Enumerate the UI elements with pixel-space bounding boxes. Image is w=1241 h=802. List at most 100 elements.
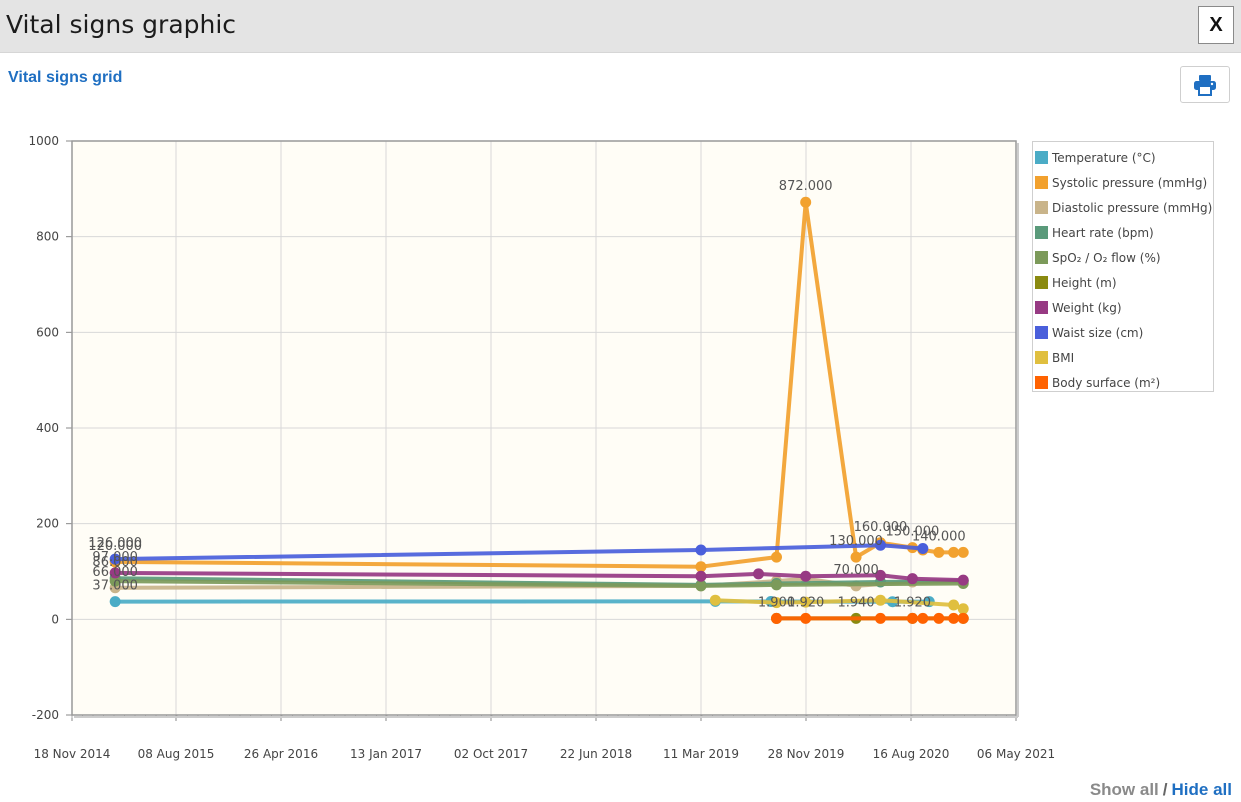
legend-item[interactable]: Heart rate (bpm) [1035,220,1213,245]
legend-label: Waist size (cm) [1052,325,1144,340]
legend-item[interactable]: SpO₂ / O₂ flow (%) [1035,245,1213,270]
footer-toggles: Show all / Hide all [1090,780,1232,800]
x-tick-label: 26 Apr 2016 [244,747,318,761]
close-button[interactable]: X [1198,6,1234,44]
data-point [771,597,783,609]
legend-swatch [1035,276,1048,289]
print-button[interactable] [1180,66,1230,103]
data-point [800,570,812,582]
vital-signs-grid-link[interactable]: Vital signs grid [8,69,123,86]
data-labels: 872.000 120.000126.00097.00086.00066.0003… [88,179,965,610]
data-label: 140.000 [912,529,966,544]
data-label: 120.000 [88,539,142,554]
x-tick-label: 22 Jun 2018 [560,747,632,761]
plot-frame [71,140,1017,716]
data-point [957,546,969,558]
data-point [850,551,862,563]
y-tick-label: 200 [36,517,59,531]
data-point [109,553,121,565]
x-tick-label: 08 Aug 2015 [138,747,215,761]
data-label: 37.000 [92,579,138,594]
data-point [709,594,721,606]
data-point [800,196,812,208]
x-tick-label: 28 Nov 2019 [768,747,845,761]
data-point [109,596,121,608]
y-tick-label: 1000 [28,134,59,148]
legend-item[interactable]: Body surface (m²) [1035,370,1213,395]
data-point [874,539,886,551]
data-label: 872.000 [779,179,833,194]
legend-item[interactable]: Height (m) [1035,270,1213,295]
legend-label: Temperature (°C) [1052,150,1156,165]
legend-swatch [1035,176,1048,189]
printer-icon [1194,74,1216,96]
data-point [874,569,886,581]
data-label: 97.000 [92,550,138,565]
legend-item[interactable]: Weight (kg) [1035,295,1213,320]
data-label: 126.000 [88,536,142,551]
x-tick-label: 02 Oct 2017 [454,747,528,761]
data-label: 66.000 [92,565,138,580]
data-point [917,543,929,555]
legend-label: Diastolic pressure (mmHg) [1052,200,1213,215]
data-label: 130.000 [829,534,883,549]
data-point [948,612,960,624]
data-point [906,573,918,585]
series-line [115,543,923,562]
data-point [695,561,707,573]
data-label: 70.000 [833,563,879,578]
legend-item[interactable]: Diastolic pressure (mmHg) [1035,195,1213,220]
data-label: 1.920 [894,595,931,610]
series-6 [109,567,969,586]
data-point [800,612,812,624]
data-point [109,575,121,587]
data-point [906,612,918,624]
data-label: 86.000 [92,555,138,570]
series-9 [771,612,969,624]
window-titlebar: Vital signs graphic X [0,0,1241,53]
data-point [695,570,707,582]
data-point [917,612,929,624]
data-label: 150.000 [886,525,940,540]
y-tick-label: 600 [36,325,59,339]
data-point [771,551,783,563]
legend-swatch [1035,151,1048,164]
separator: / [1162,780,1168,799]
data-label: 1.900 [758,595,795,610]
legend-item[interactable]: Temperature (°C) [1035,145,1213,170]
legend-swatch [1035,201,1048,214]
data-point [874,612,886,624]
hide-all-link[interactable]: Hide all [1171,780,1232,799]
data-label: 1.940 [837,595,874,610]
legend-item[interactable]: BMI [1035,345,1213,370]
legend-swatch [1035,251,1048,264]
chart-legend: Temperature (°C) Systolic pressure (mmHg)… [1032,141,1214,392]
legend-label: Weight (kg) [1052,300,1122,315]
window-title: Vital signs graphic [6,10,237,39]
series-layer [109,196,969,624]
x-tick-label: 06 May 2021 [977,747,1055,761]
legend-label: Body surface (m²) [1052,375,1161,390]
data-point [957,603,969,615]
data-point [933,546,945,558]
legend-item[interactable]: Systolic pressure (mmHg) [1035,170,1213,195]
legend-item[interactable]: Waist size (cm) [1035,320,1213,345]
y-tick-label: 400 [36,421,59,435]
data-point [695,544,707,556]
data-label: 1.920 [787,595,824,610]
legend-label: Height (m) [1052,275,1117,290]
data-point [874,594,886,606]
y-tick-label: 800 [36,230,59,244]
y-tick-label: 0 [51,612,59,626]
series-8 [709,594,969,615]
data-point [957,612,969,624]
legend-swatch [1035,376,1048,389]
y-tick-label: -200 [32,708,59,722]
data-point [800,596,812,608]
data-point [948,599,960,611]
data-point [771,612,783,624]
data-point [109,567,121,579]
legend-label: BMI [1052,350,1075,365]
show-all-link[interactable]: Show all [1089,780,1159,799]
